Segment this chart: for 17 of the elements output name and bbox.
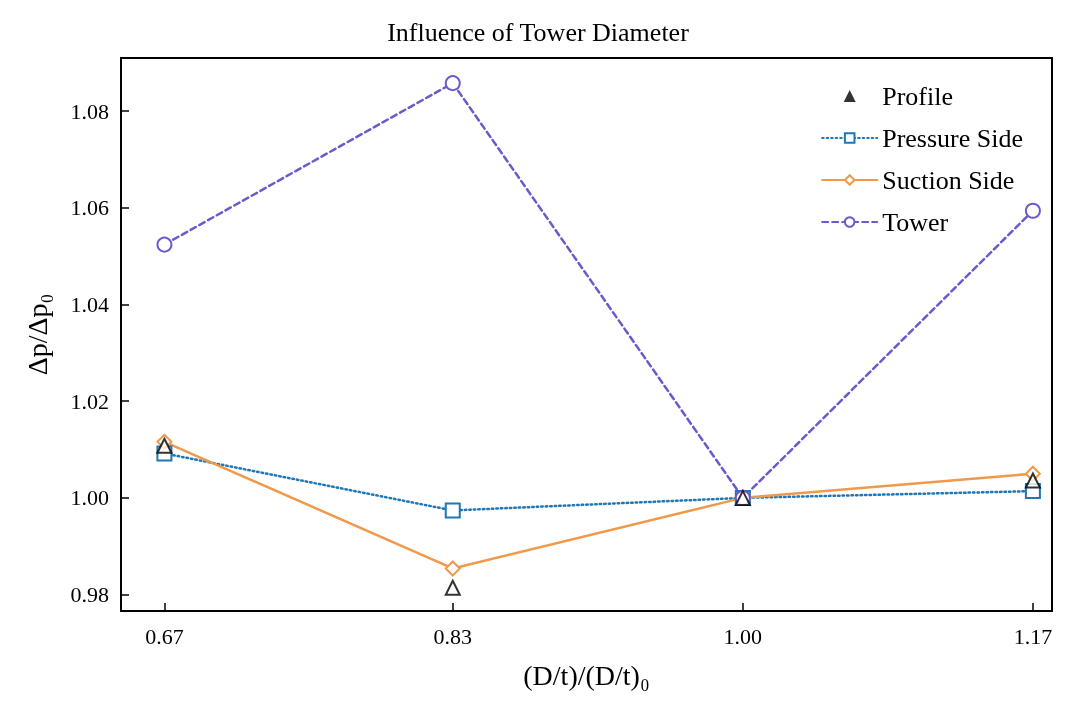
- y-tick-label: 1.04: [70, 292, 109, 318]
- y-tick-label: 1.00: [70, 485, 109, 511]
- legend-label: Pressure Side: [882, 123, 1024, 153]
- legend-label: Profile: [882, 81, 953, 111]
- x-tick-label: 1.00: [723, 623, 763, 649]
- legend-label: Tower: [882, 207, 949, 237]
- chart-title: Influence of Tower Diameter: [387, 17, 690, 47]
- y-axis-title: Δp/Δp₀: [21, 293, 53, 376]
- legend-label: Suction Side: [882, 165, 1015, 195]
- y-tick-label: 1.06: [70, 195, 109, 221]
- y-tick-label: 1.08: [70, 98, 109, 124]
- x-axis-title: (D/t)/(D/t)₀: [523, 659, 650, 691]
- x-tick-label: 0.83: [433, 623, 473, 649]
- y-tick-label: 1.02: [70, 388, 109, 414]
- y-tick-label: 0.98: [70, 582, 109, 608]
- x-tick-label: 1.17: [1013, 623, 1053, 649]
- x-tick-label: 0.67: [145, 623, 184, 649]
